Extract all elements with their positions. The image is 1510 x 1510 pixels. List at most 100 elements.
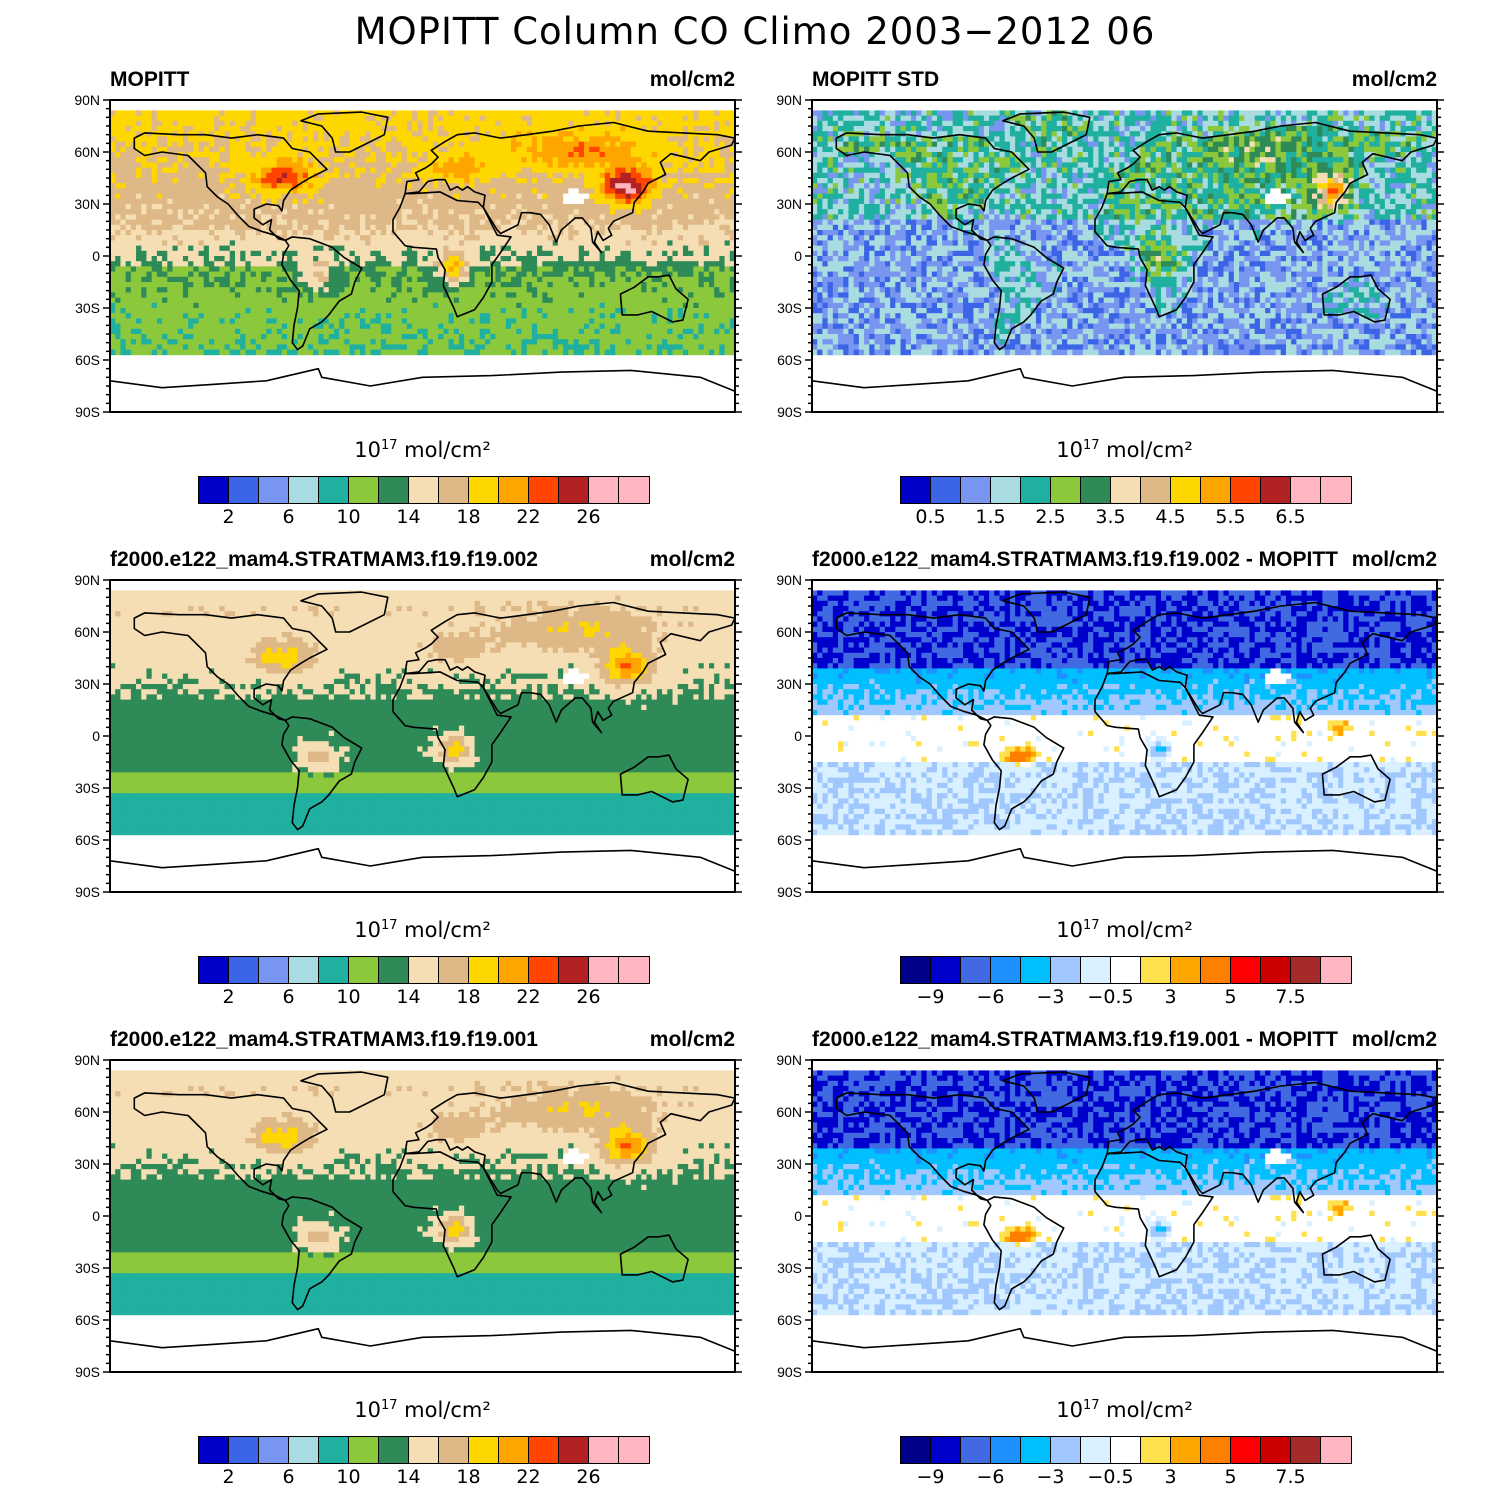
- lat-tick-label: 90S: [75, 404, 100, 420]
- colorbar-swatch: [900, 477, 931, 503]
- colorbar-swatch: [930, 477, 961, 503]
- colorbar-swatch: [558, 1437, 589, 1463]
- colorbar-swatch: [1080, 957, 1111, 983]
- lat-tick-label: 0: [92, 248, 100, 264]
- colorbar-swatch: [198, 1437, 229, 1463]
- colorbar-swatch: [1020, 957, 1051, 983]
- colorbar-swatch: [930, 1437, 961, 1463]
- coastline: [281, 1196, 363, 1311]
- colorbar-swatch: [528, 957, 559, 983]
- colorbar-swatch: [498, 1437, 529, 1463]
- colorbar-labels: −9 −6 −3 −0.5 3 5 7.5: [900, 986, 1350, 1008]
- colorbar-swatch: [498, 957, 529, 983]
- coastline: [835, 612, 1030, 722]
- lat-tick-label: 90N: [776, 572, 802, 588]
- colorbar-swatch: [900, 1437, 931, 1463]
- colorbar-label: 22: [516, 1466, 540, 1488]
- colorbar-swatch: [1110, 957, 1141, 983]
- panel-units: mol/cm2: [650, 1028, 735, 1052]
- colorbar-swatch: [228, 477, 259, 503]
- map-plot: 90N 60N 30N 0 30S 60S 90S: [776, 1052, 1444, 1380]
- lat-tick-label: 60S: [777, 832, 802, 848]
- coastline: [835, 1092, 1030, 1202]
- colorbar-swatch: [618, 957, 649, 983]
- lat-tick-label: 30N: [776, 676, 802, 692]
- coastline: [392, 671, 512, 798]
- map-plot: 90N 60N 30N 0 30S 60S 90S: [776, 92, 1444, 420]
- colorbar-swatch: [1260, 477, 1291, 503]
- lat-tick-label: 60S: [777, 352, 802, 368]
- colorbar-label: 18: [456, 986, 480, 1008]
- coastline: [619, 274, 689, 323]
- coastline: [133, 1092, 328, 1202]
- coastline: [619, 1234, 689, 1283]
- field-cells: [812, 1070, 1438, 1316]
- lat-tick-label: 90S: [777, 884, 802, 900]
- colorbar-label: −6: [976, 1466, 1004, 1488]
- colorbar-swatch: [288, 1437, 319, 1463]
- panel-title: f2000.e122_mam4.STRATMAM3.f19.f19.001: [110, 1028, 538, 1052]
- coastline: [1321, 1234, 1391, 1283]
- coastlines: [109, 1071, 736, 1373]
- axis-ticks: [103, 1059, 742, 1373]
- coastline: [133, 132, 328, 242]
- coastline: [404, 601, 736, 734]
- coastline-antarctica: [811, 847, 1438, 893]
- colorbar-swatch: [1050, 957, 1081, 983]
- field-cells: [812, 110, 1438, 356]
- lat-tick-label: 30N: [74, 676, 100, 692]
- coastline: [619, 754, 689, 803]
- coastline: [983, 236, 1065, 351]
- colorbar-swatch: [1050, 1437, 1081, 1463]
- colorbar-swatch: [558, 477, 589, 503]
- colorbar-swatch: [1200, 1437, 1231, 1463]
- colorbar-swatch: [990, 477, 1021, 503]
- lat-tick-label: 60S: [777, 1312, 802, 1328]
- map-panel-diff-002: f2000.e122_mam4.STRATMAM3.f19.f19.002 - …: [776, 548, 1507, 1018]
- colorbar-swatch: [588, 957, 619, 983]
- panel-title: f2000.e122_mam4.STRATMAM3.f19.f19.002 - …: [812, 548, 1338, 572]
- colorbar-label: 6: [282, 1466, 294, 1488]
- colorbar-swatch: [1320, 477, 1351, 503]
- colorbar-swatch: [1230, 477, 1261, 503]
- colorbar-swatch: [1320, 1437, 1351, 1463]
- lat-tick-label: 30S: [75, 1260, 100, 1276]
- colorbar: [899, 476, 1352, 504]
- colorbar-swatch: [258, 957, 289, 983]
- colorbar-swatch: [468, 957, 499, 983]
- lat-tick-label: 0: [794, 728, 802, 744]
- colorbar-swatch: [318, 1437, 349, 1463]
- colorbar-swatch: [1290, 957, 1321, 983]
- lat-tick-label: 30S: [75, 300, 100, 316]
- colorbar-swatch: [900, 957, 931, 983]
- colorbar-swatch: [258, 1437, 289, 1463]
- lat-tick-label: 90N: [776, 92, 802, 108]
- coastline: [281, 236, 363, 351]
- colorbar: [899, 956, 1352, 984]
- coastline: [835, 132, 1030, 242]
- coastline: [1094, 1151, 1214, 1278]
- panel-title: MOPITT STD: [812, 68, 939, 92]
- colorbar-label: 2: [222, 1466, 234, 1488]
- colorbar-title: 1017 mol/cm²: [812, 438, 1437, 462]
- coastline: [392, 191, 512, 318]
- lat-tick-label: 30N: [776, 1156, 802, 1172]
- colorbar-swatch: [468, 1437, 499, 1463]
- colorbar-swatch: [960, 957, 991, 983]
- colorbar-swatch: [408, 957, 439, 983]
- figure-title: MOPITT Column CO Climo 2003−2012 06: [0, 10, 1510, 53]
- axis-ticks: [805, 579, 1444, 893]
- map-panel-mopitt: MOPITT mol/cm2 90N 60N 30N 0 30S 60S 90S 1017 mol…: [74, 68, 805, 538]
- map-plot: 90N 60N 30N 0 30S 60S 90S: [74, 1052, 742, 1380]
- colorbar-swatch: [618, 477, 649, 503]
- colorbar: [197, 956, 650, 984]
- colorbar-swatch: [1110, 477, 1141, 503]
- colorbar-label: 10: [336, 506, 360, 528]
- colorbar-swatch: [1230, 1437, 1261, 1463]
- lat-tick-label: 90N: [74, 92, 100, 108]
- coastline: [1106, 601, 1438, 734]
- colorbar-swatch: [348, 1437, 379, 1463]
- colorbar-swatch: [558, 957, 589, 983]
- colorbar: [899, 1436, 1352, 1464]
- colorbar-label: 22: [516, 506, 540, 528]
